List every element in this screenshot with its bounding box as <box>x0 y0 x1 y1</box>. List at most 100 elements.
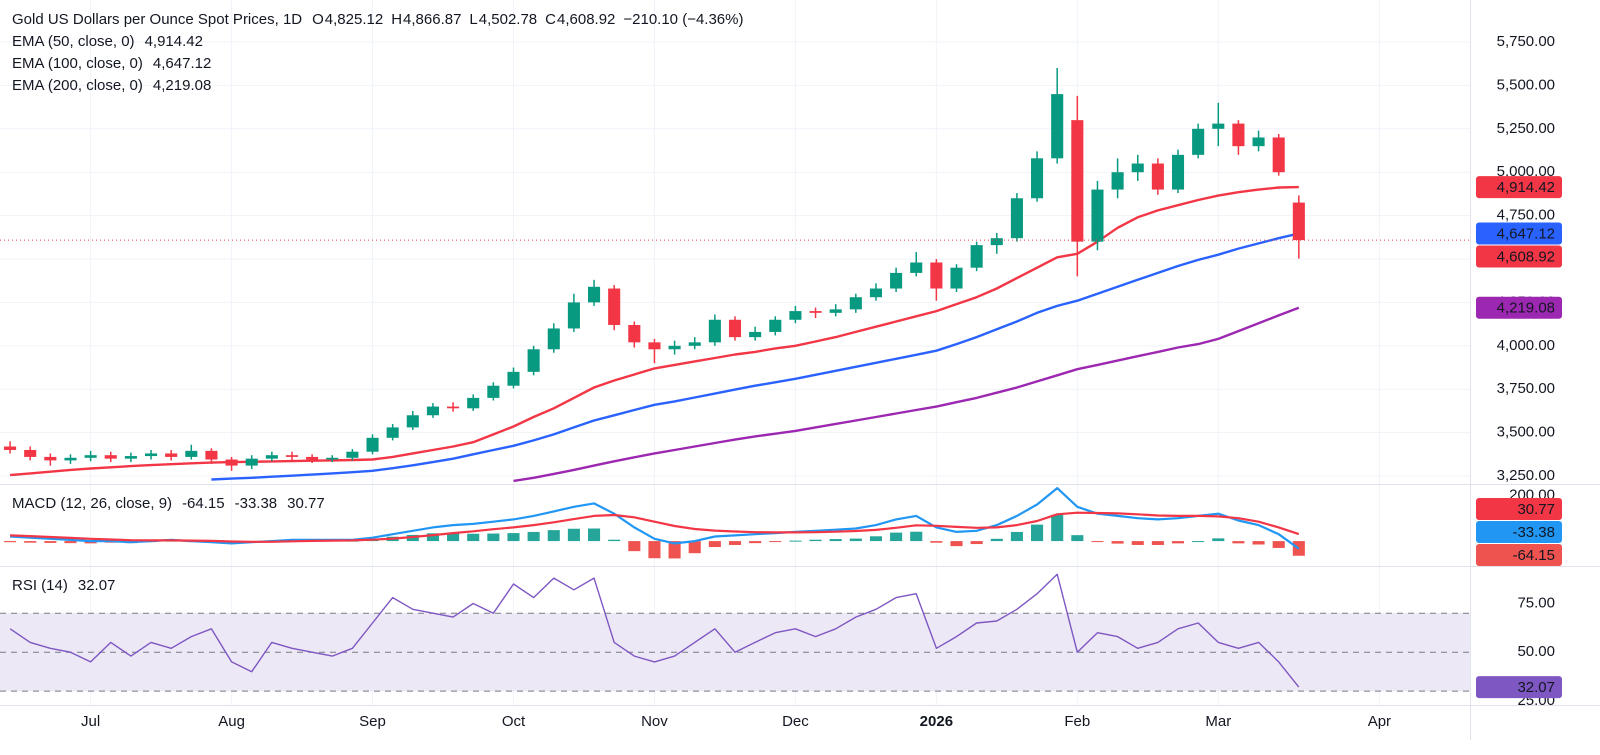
histogram-bar <box>567 528 580 542</box>
candle-body <box>527 349 540 372</box>
pane-rsi <box>0 573 1470 692</box>
price-badge-label: 4,914.42 <box>1497 179 1555 196</box>
candle-body <box>64 457 77 461</box>
histogram-bar <box>728 541 742 545</box>
y-tick-label: 5,250.00 <box>1497 120 1555 137</box>
legend-text: H <box>391 11 402 28</box>
price-badge <box>1476 544 1562 566</box>
candle-body <box>789 311 802 320</box>
labels-layer: Jul Aug Sep Oct Nov Dec 2026 Feb Mar Apr 3,250.00 3… <box>12 11 1562 730</box>
candle-body <box>769 319 782 332</box>
histogram-bar <box>1252 541 1265 545</box>
y-tick-label: 4,750.00 <box>1497 207 1555 224</box>
histogram-bar <box>749 541 762 544</box>
candle-body <box>1212 123 1225 129</box>
histogram-bar <box>890 532 903 542</box>
candle-body <box>708 319 721 343</box>
y-tick-label: 5,750.00 <box>1497 33 1555 50</box>
legend-text: 4,914.42 <box>145 33 203 50</box>
histogram-bar <box>1111 541 1124 544</box>
candle-body <box>910 262 923 273</box>
x-tick-label: Dec <box>782 713 809 730</box>
indicator-line <box>513 306 1300 483</box>
histogram-bar <box>910 531 923 542</box>
candle-body <box>144 453 158 457</box>
histogram-bar <box>507 533 520 542</box>
candle-body <box>1010 198 1023 239</box>
histogram-bar <box>1232 541 1245 544</box>
candle-body <box>165 453 178 457</box>
candle-body <box>930 262 943 289</box>
y-tick-label: 3,250.00 <box>1497 467 1555 484</box>
histogram-bar <box>1131 541 1144 545</box>
candle-body <box>567 302 580 329</box>
candle-body <box>205 450 218 460</box>
price-badge-label: 30.77 <box>1517 501 1555 518</box>
candle-body <box>225 459 238 466</box>
legend-text: C <box>545 11 556 28</box>
histogram-bar <box>44 541 57 543</box>
candle-body <box>426 406 439 416</box>
legend-text: 4,647.12 <box>153 55 211 72</box>
legend-text: RSI (14) <box>12 577 68 594</box>
candle-body <box>1111 172 1124 190</box>
histogram-bar <box>1192 541 1205 543</box>
price-badge-label: 4,219.08 <box>1497 300 1555 317</box>
histogram-bar <box>1151 541 1164 545</box>
indicator-line <box>9 573 1300 688</box>
histogram-bar <box>1091 541 1104 543</box>
histogram-bar <box>950 541 963 547</box>
candle-body <box>869 288 882 298</box>
indicator-line <box>10 511 1300 543</box>
indicator-line <box>10 487 1300 550</box>
histogram-bar <box>1010 531 1023 542</box>
price-badge <box>1476 245 1562 268</box>
legend-text: Gold US Dollars per Ounce Spot Prices, 1… <box>12 11 302 28</box>
y-tick-label: 5,000.00 <box>1497 163 1555 180</box>
histogram-bar <box>1051 514 1064 542</box>
candle-body <box>1131 163 1144 173</box>
x-tick-label: Aug <box>218 713 245 730</box>
candle-body <box>386 427 399 438</box>
price-badge-label: -33.38 <box>1512 524 1555 541</box>
histogram-bar <box>24 541 37 543</box>
pane-candlestick <box>0 68 1470 483</box>
legend-text: EMA (50, close, 0) <box>12 33 135 50</box>
legend-text: 4,219.08 <box>153 77 211 94</box>
candle-body <box>1192 128 1205 155</box>
price-badge <box>1476 296 1562 319</box>
histogram-bar <box>447 533 460 542</box>
histogram-bar <box>708 541 721 548</box>
histogram-bar <box>1272 541 1285 548</box>
legend-text: EMA (200, close, 0) <box>12 77 143 94</box>
legend-text: -33.38 <box>235 495 278 512</box>
candle-body <box>406 415 419 428</box>
legend-text: MACD (12, 26, close, 9) <box>12 495 172 512</box>
indicator-line <box>9 185 1299 477</box>
price-badge <box>1476 676 1562 699</box>
candle-body <box>950 267 963 289</box>
candle-body <box>1272 137 1285 173</box>
candle-body <box>749 331 762 338</box>
candle-body <box>507 371 520 386</box>
histogram-bar <box>829 539 842 542</box>
y-tick-label: 3,750.00 <box>1497 380 1555 397</box>
legend-text: EMA (100, close, 0) <box>12 55 143 72</box>
histogram-bar <box>809 539 822 542</box>
candle-body <box>346 451 359 458</box>
candle-body <box>1151 163 1164 190</box>
x-tick-label: Apr <box>1368 713 1391 730</box>
price-badge-label: 32.07 <box>1517 679 1555 696</box>
candle-body <box>306 456 319 460</box>
legend-text: O <box>312 11 324 28</box>
x-tick-label: Oct <box>502 713 526 730</box>
candle-body <box>809 311 822 313</box>
price-badge <box>1476 498 1562 520</box>
histogram-bar <box>527 531 540 542</box>
price-badge-label: 4,608.92 <box>1497 248 1555 265</box>
candle-body <box>1171 154 1185 190</box>
candle-body <box>185 450 198 457</box>
candle-body <box>890 272 903 289</box>
candle-body <box>467 397 480 409</box>
